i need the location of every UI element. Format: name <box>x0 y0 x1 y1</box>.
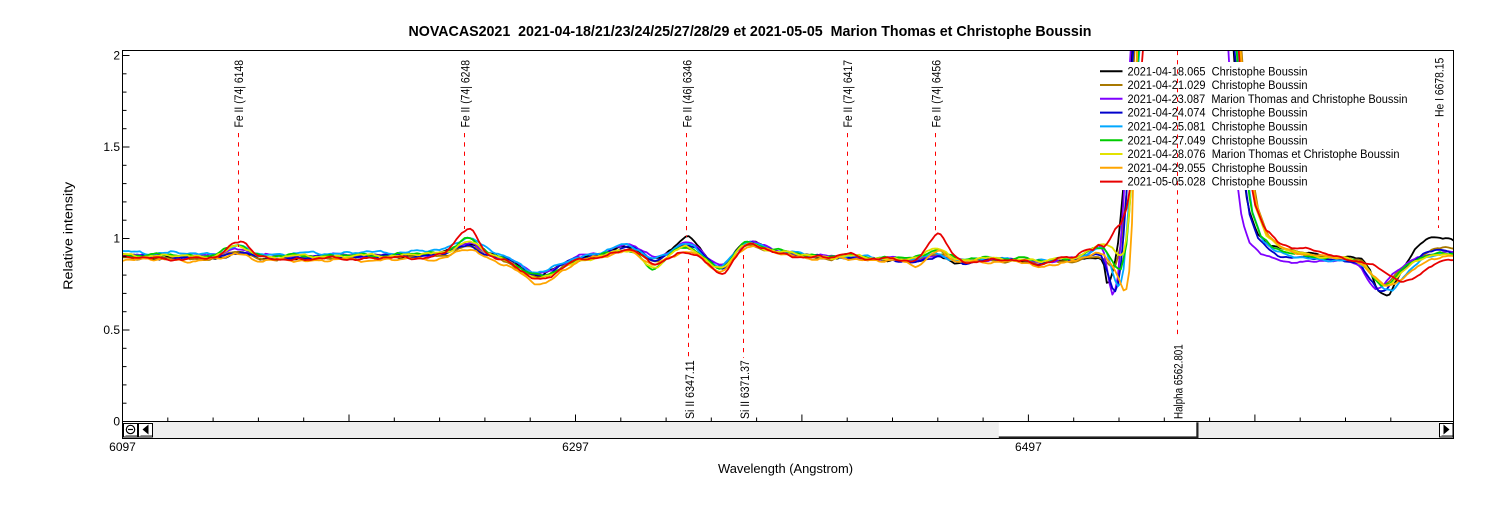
svg-text:Fe II (74| 6148: Fe II (74| 6148 <box>234 60 246 128</box>
svg-text:2021-04-24.074 Christophe Bou: 2021-04-24.074 Christophe Boussin <box>1128 108 1308 120</box>
svg-text:6097: 6097 <box>109 440 136 454</box>
svg-text:6497: 6497 <box>1015 440 1042 454</box>
svg-text:1: 1 <box>113 232 120 246</box>
svg-text:2021-04-28.076 Marion Thomas: 2021-04-28.076 Marion Thomas et Christop… <box>1128 149 1400 161</box>
svg-text:2021-04-21.029 Christophe Bou: 2021-04-21.029 Christophe Boussin <box>1128 80 1308 92</box>
svg-text:6297: 6297 <box>562 440 589 454</box>
svg-text:Si II 6347.11: Si II 6347.11 <box>685 360 697 419</box>
svg-text:2021-04-27.049 Christophe Bou: 2021-04-27.049 Christophe Boussin <box>1128 135 1308 147</box>
svg-text:0.5: 0.5 <box>103 323 120 337</box>
svg-text:2021-04-23.087 Marion Thomas: 2021-04-23.087 Marion Thomas and Christo… <box>1128 94 1408 106</box>
svg-text:2021-05-05.028 Christophe Bou: 2021-05-05.028 Christophe Boussin <box>1128 177 1308 189</box>
svg-text:He I 6678.15: He I 6678.15 <box>1435 58 1447 117</box>
svg-text:Si II 6371.37: Si II 6371.37 <box>740 360 752 419</box>
svg-text:2021-04-18.065 Christophe Bou: 2021-04-18.065 Christophe Boussin <box>1128 66 1308 78</box>
svg-text:2: 2 <box>113 49 120 63</box>
svg-text:0: 0 <box>113 415 120 429</box>
svg-text:Fe II (74| 6248: Fe II (74| 6248 <box>460 60 472 128</box>
svg-text:NOVACAS2021 2021-04-18/21/23/: NOVACAS2021 2021-04-18/21/23/24/25/27/28… <box>409 23 1092 40</box>
svg-text:Fe II (46| 6346: Fe II (46| 6346 <box>682 60 694 128</box>
svg-text:Halpha 6562.801: Halpha 6562.801 <box>1173 344 1185 419</box>
svg-text:Relative intensity: Relative intensity <box>61 181 76 290</box>
svg-text:2021-04-29.055 Christophe Bou: 2021-04-29.055 Christophe Boussin <box>1128 163 1308 175</box>
svg-text:2021-04-25.081 Christophe Bou: 2021-04-25.081 Christophe Boussin <box>1128 122 1308 134</box>
svg-text:Wavelength (Angstrom): Wavelength (Angstrom) <box>718 461 853 476</box>
svg-text:Fe II (74| 6417: Fe II (74| 6417 <box>843 60 855 128</box>
svg-text:1.5: 1.5 <box>103 140 120 154</box>
svg-text:Fe II (74| 6456: Fe II (74| 6456 <box>932 60 944 128</box>
